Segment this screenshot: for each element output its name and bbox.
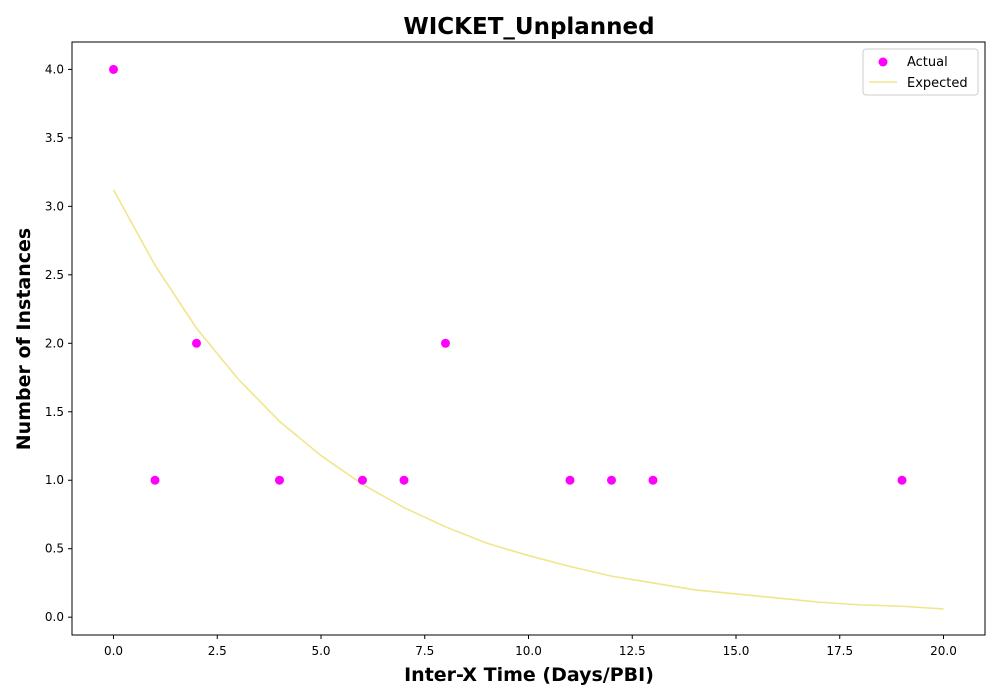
actual-point <box>399 475 409 485</box>
x-tick-label: 7.5 <box>415 644 434 658</box>
y-tick-label: 0.0 <box>45 610 64 624</box>
actual-point <box>607 475 616 485</box>
actual-point <box>358 475 367 485</box>
x-tick-label: 5.0 <box>311 644 330 658</box>
y-tick-label: 2.0 <box>45 336 64 350</box>
expected-series-line <box>112 189 944 610</box>
actual-point <box>441 338 450 348</box>
x-tick-label: 17.5 <box>826 644 853 658</box>
y-tick-label: 3.5 <box>45 131 64 145</box>
actual-point <box>275 475 284 485</box>
y-tick-label: 3.0 <box>45 199 64 213</box>
y-tick-label: 1.0 <box>45 473 64 487</box>
x-tick-label: 0.0 <box>104 644 123 658</box>
y-tick-label: 2.5 <box>45 268 64 282</box>
legend-expected-label: Expected <box>907 76 968 91</box>
legend-box <box>862 48 979 96</box>
y-tick-label: 1.5 <box>45 405 64 419</box>
y-tick-label: 4.0 <box>45 62 64 76</box>
legend-actual-marker <box>878 57 888 67</box>
x-tick-label: 15.0 <box>723 644 750 658</box>
x-axis-title: Inter-X Time (Days/PBI) <box>404 664 654 686</box>
actual-point <box>897 475 907 485</box>
actual-point <box>648 475 658 485</box>
actual-point <box>150 475 160 485</box>
y-axis-title: Number of Instances <box>13 228 35 450</box>
x-tick-label: 2.5 <box>208 644 227 658</box>
plot-frame <box>71 41 986 636</box>
legend-actual-label: Actual <box>907 55 948 70</box>
y-tick-label: 0.5 <box>45 542 64 556</box>
actual-point <box>109 64 118 74</box>
actual-point <box>565 475 575 485</box>
chart-title: WICKET_Unplanned <box>403 14 654 40</box>
x-tick-label: 20.0 <box>930 644 957 658</box>
legend: Actual Expected <box>862 48 979 96</box>
x-tick-label: 12.5 <box>619 644 646 658</box>
x-tick-label: 10.0 <box>515 644 542 658</box>
actual-point <box>192 338 201 348</box>
